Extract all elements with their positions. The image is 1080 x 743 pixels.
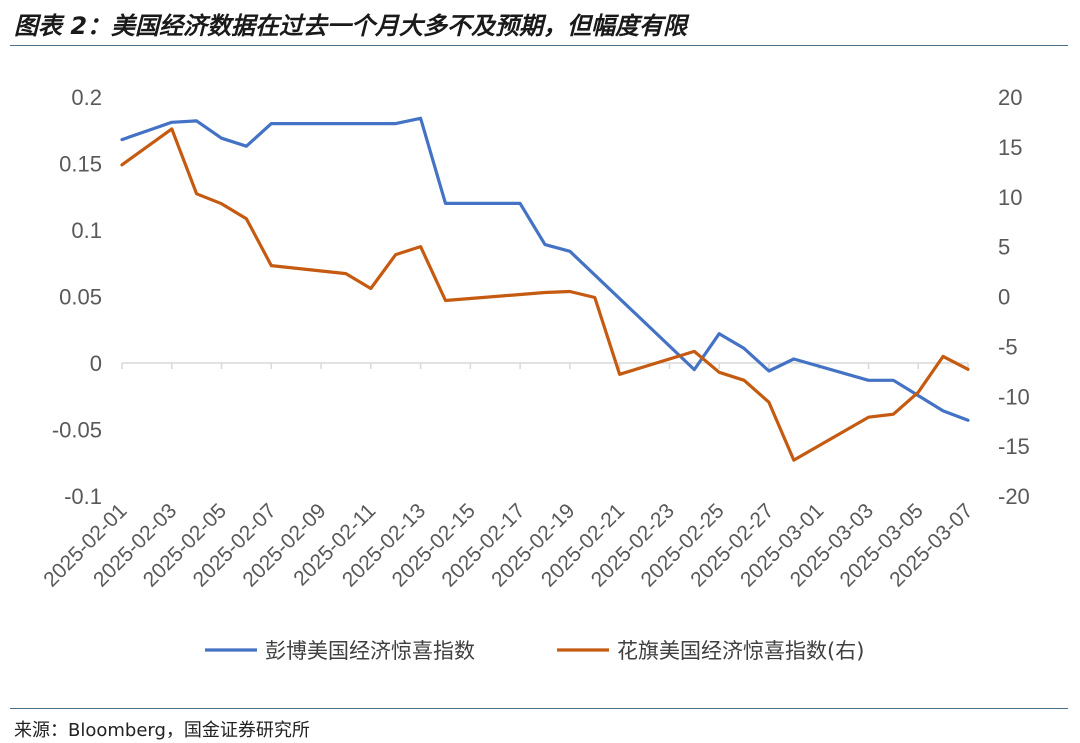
left-tick-label: 0.15	[59, 152, 102, 177]
right-tick-label: 10	[998, 185, 1022, 210]
right-tick-label: 0	[998, 285, 1010, 310]
left-tick-label: 0.1	[71, 218, 102, 243]
series-lines	[120, 116, 970, 462]
left-tick-label: 0.05	[59, 285, 102, 310]
left-tick-label: -0.05	[52, 418, 102, 443]
source-note: 来源：Bloomberg，国金证券研究所	[14, 720, 310, 741]
legend-label: 花旗美国经济惊喜指数(右)	[617, 639, 864, 663]
right-tick-label: -5	[998, 334, 1018, 359]
left-tick-label: 0	[90, 351, 102, 376]
right-tick-label: 5	[998, 235, 1010, 260]
right-tick-label: -10	[998, 384, 1030, 409]
left-axis-ticks: 0.2 0.15 0.1 0.05 0 -0.05 -0.1	[52, 85, 102, 509]
right-tick-label: 20	[998, 85, 1022, 110]
left-tick-label: -0.1	[64, 484, 102, 509]
right-axis-ticks: 20 15 10 5 0 -5 -10 -15 -20	[998, 85, 1030, 509]
legend: 彭博美国经济惊喜指数 花旗美国经济惊喜指数(右)	[205, 639, 864, 663]
x-axis-ticks: 2025-02-012025-02-032025-02-052025-02-07…	[39, 363, 978, 591]
left-tick-label: 0.2	[71, 85, 102, 110]
series-line-1	[120, 116, 970, 422]
series-line-2	[120, 127, 970, 462]
right-tick-label: -15	[998, 434, 1030, 459]
right-tick-label: 15	[998, 135, 1022, 160]
right-tick-label: -20	[998, 484, 1030, 509]
figure-title: 图表 2：美国经济数据在过去一个月大多不及预期，但幅度有限	[14, 12, 688, 40]
legend-label: 彭博美国经济惊喜指数	[265, 639, 475, 663]
title-rule	[10, 45, 1068, 46]
footer-rule	[10, 708, 1068, 709]
